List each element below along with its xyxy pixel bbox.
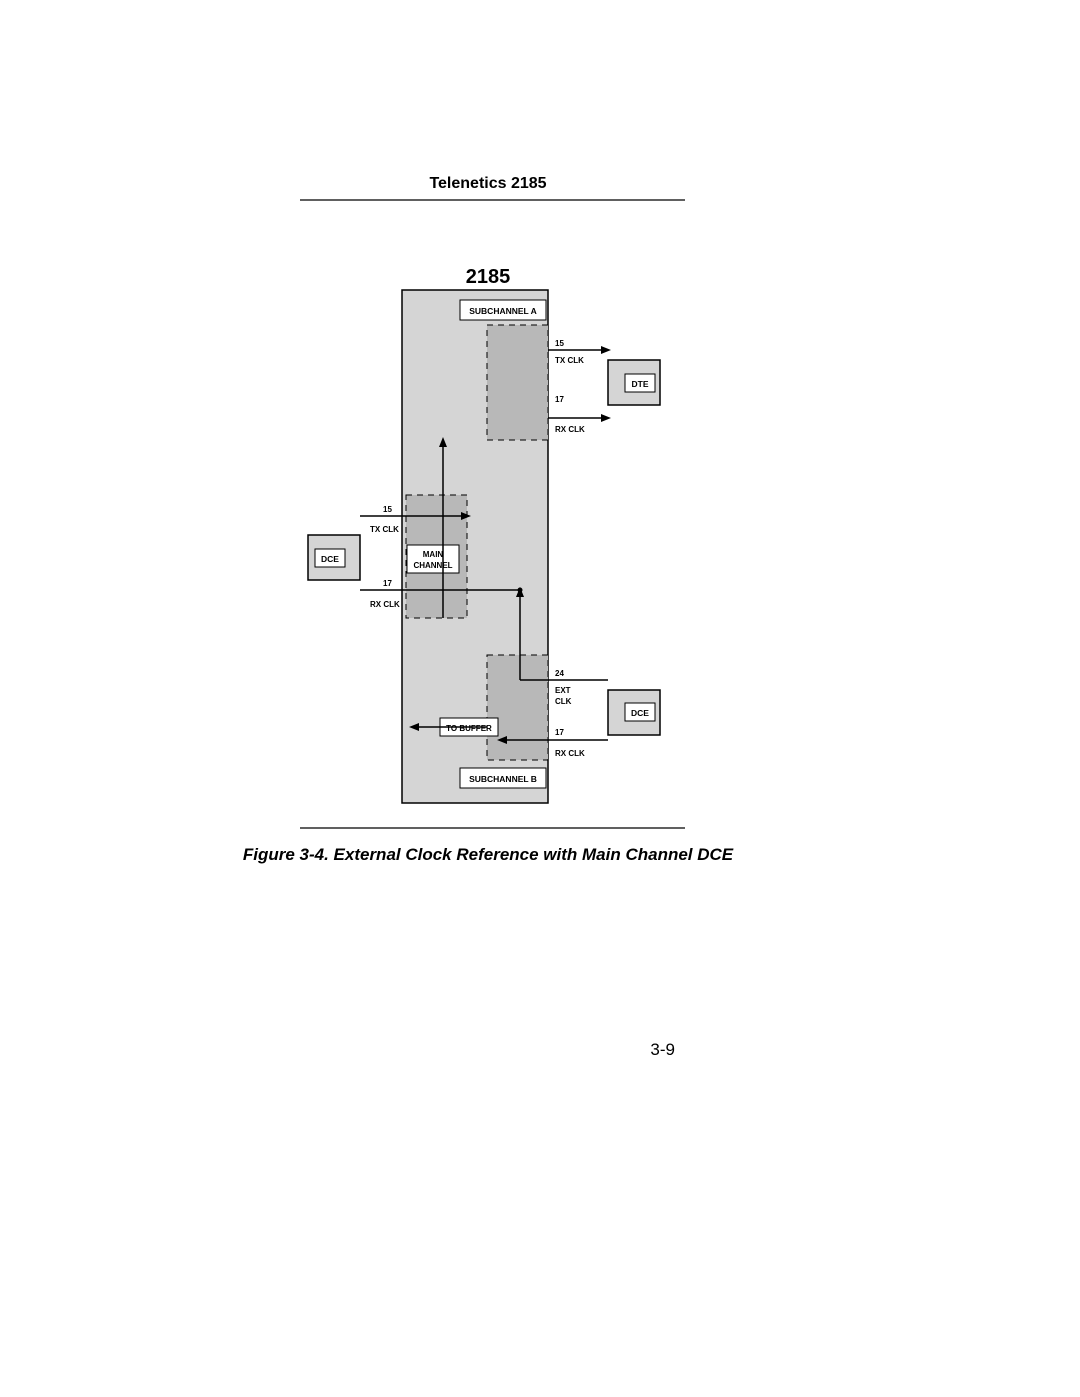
dashed-zone-bot xyxy=(487,655,548,760)
dce-rxclk: RX CLK xyxy=(370,600,400,609)
dte-rxclk: RX CLK xyxy=(555,425,585,434)
figure-diagram: Telenetics 2185 2185 SUBCHANNEL A MAIN C… xyxy=(0,0,1080,1397)
dce-pin15: 15 xyxy=(383,505,392,514)
main-channel-label-2: CHANNEL xyxy=(413,561,452,570)
dce-pin17: 17 xyxy=(383,579,392,588)
ext-clk-1: EXT xyxy=(555,686,571,695)
dce-txclk: TX CLK xyxy=(370,525,399,534)
page-header: Telenetics 2185 xyxy=(429,175,546,192)
dce-left-label: DCE xyxy=(321,554,339,564)
dte-txclk: TX CLK xyxy=(555,356,584,365)
to-buffer-label: TO BUFFER xyxy=(446,724,492,733)
ext-clk-2: CLK xyxy=(555,697,572,706)
dce-pin24: 24 xyxy=(555,669,564,678)
dcer-pin17: 17 xyxy=(555,728,564,737)
dashed-zone-top xyxy=(487,325,548,440)
figure-caption: Figure 3-4. External Clock Reference wit… xyxy=(243,845,734,864)
diagram-title: 2185 xyxy=(466,266,511,288)
subchannel-b-label: SUBCHANNEL B xyxy=(469,774,537,784)
dce-right-label: DCE xyxy=(631,708,649,718)
dcer-rxclk: RX CLK xyxy=(555,749,585,758)
junction-dot xyxy=(518,588,523,593)
dte-pin15: 15 xyxy=(555,339,564,348)
subchannel-a-label: SUBCHANNEL A xyxy=(469,306,537,316)
dte-pin17: 17 xyxy=(555,395,564,404)
main-channel-label-1: MAIN xyxy=(423,550,444,559)
dte-label: DTE xyxy=(632,379,649,389)
page-footer: 3-9 xyxy=(650,1040,675,1059)
